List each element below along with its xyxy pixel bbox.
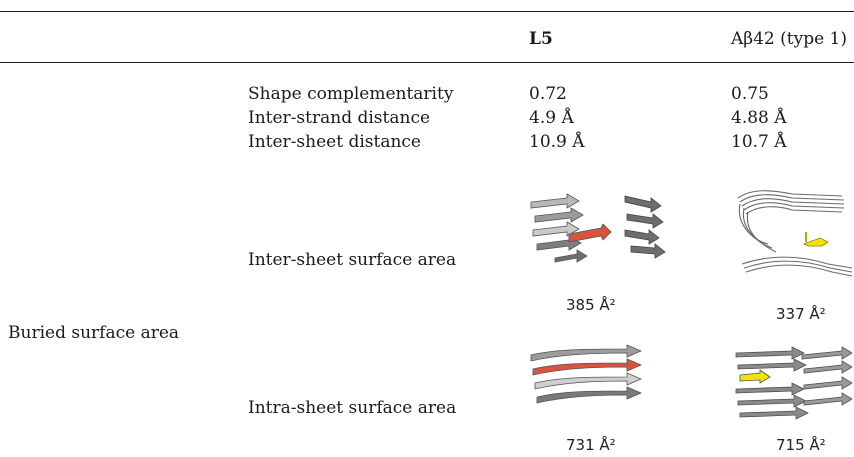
l5-inter-sheet-structure-image (530, 193, 666, 263)
cell-ab42-shape-complementarity: 0.75 (731, 84, 769, 104)
cell-l5-inter-strand-distance: 4.9 Å (529, 108, 574, 128)
row-label-inter-sheet-surface-area: Inter-sheet surface area (248, 250, 457, 270)
row-label-intra-sheet-surface-area: Intra-sheet surface area (248, 398, 457, 418)
cell-l5-inter-sheet-distance: 10.9 Å (529, 132, 585, 152)
cell-l5-shape-complementarity: 0.72 (529, 84, 567, 104)
cell-ab42-inter-sheet-distance: 10.7 Å (731, 132, 787, 152)
group-label-buried-surface-area: Buried surface area (8, 323, 180, 343)
column-header-ab42: Aβ42 (type 1) (731, 29, 848, 49)
ab42-intra-sheet-surface-value: 715 Å² (776, 436, 826, 454)
row-label-inter-strand-distance: Inter-strand distance (248, 108, 431, 128)
l5-intra-sheet-surface-value: 731 Å² (566, 436, 616, 454)
l5-inter-sheet-surface-value: 385 Å² (566, 296, 616, 314)
ab42-inter-sheet-surface-value: 337 Å² (776, 305, 826, 323)
row-label-inter-sheet-distance: Inter-sheet distance (248, 132, 421, 152)
header-rule (0, 62, 854, 63)
row-label-shape-complementarity: Shape complementarity (248, 84, 454, 104)
cell-ab42-inter-strand-distance: 4.88 Å (731, 108, 787, 128)
l5-intra-sheet-structure-image (530, 344, 643, 404)
ab42-intra-sheet-structure-image (735, 346, 853, 420)
column-header-l5: L5 (529, 29, 553, 49)
top-rule (0, 11, 854, 12)
ab42-inter-sheet-structure-image (737, 190, 853, 277)
